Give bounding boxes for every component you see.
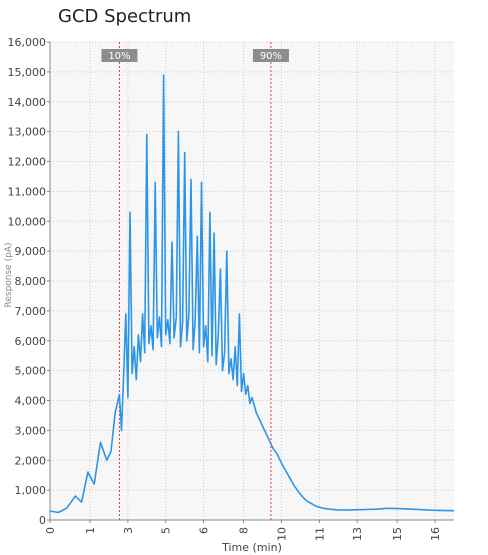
y-tick-label: 12,000 — [8, 156, 47, 169]
x-tick-label: 1 — [84, 527, 97, 534]
x-tick-label: 8 — [238, 527, 251, 534]
y-ticks: 0 1,000 2,000 3,000 4,000 5,000 6,000 7,000 8,00… — [8, 36, 50, 527]
marker-label: 90% — [260, 51, 282, 62]
marker-label: 10% — [108, 51, 130, 62]
x-tick-label: 13 — [351, 527, 364, 541]
y-tick-label: 4,000 — [15, 395, 47, 408]
y-tick-label: 6,000 — [15, 335, 47, 348]
x-tick-label: 6 — [198, 527, 211, 534]
y-tick-label: 7,000 — [15, 305, 47, 318]
y-tick-label: 10,000 — [8, 215, 47, 228]
y-tick-label: 0 — [39, 514, 46, 527]
x-tick-label: 3 — [122, 527, 135, 534]
series-line — [49, 74, 455, 514]
grid — [50, 41, 454, 520]
y-tick-label: 16,000 — [8, 36, 47, 49]
y-tick-label: 3,000 — [15, 424, 47, 437]
x-tick-label: 10 — [275, 527, 288, 541]
x-tick-label: 16 — [429, 527, 442, 541]
y-tick-label: 15,000 — [8, 66, 47, 79]
marker-badge — [252, 49, 289, 62]
y-tick-label: 13,000 — [8, 126, 47, 139]
y-tick-label: 9,000 — [15, 245, 47, 258]
y-tick-label: 14,000 — [8, 96, 47, 109]
marker-layer: 10% 90% — [101, 42, 289, 520]
x-tick-label: 15 — [391, 527, 404, 541]
x-tick-label: 0 — [44, 527, 57, 534]
y-tick-label: 11,000 — [8, 185, 47, 198]
y-tick-label: 8,000 — [15, 275, 47, 288]
y-tick-label: 5,000 — [15, 365, 47, 378]
x-tick-label: 11 — [313, 527, 326, 541]
y-tick-label: 2,000 — [15, 454, 47, 467]
x-tick-label: 5 — [160, 527, 173, 534]
y-tick-label: 1,000 — [15, 484, 47, 497]
marker-badge — [101, 49, 138, 62]
chart-title: GCD Spectrum — [58, 6, 192, 27]
x-ticks: 0 1 3 5 6 8 10 11 13 15 16 — [44, 520, 442, 541]
series-layer — [49, 74, 455, 514]
x-axis-label: Time (min) — [221, 541, 282, 554]
